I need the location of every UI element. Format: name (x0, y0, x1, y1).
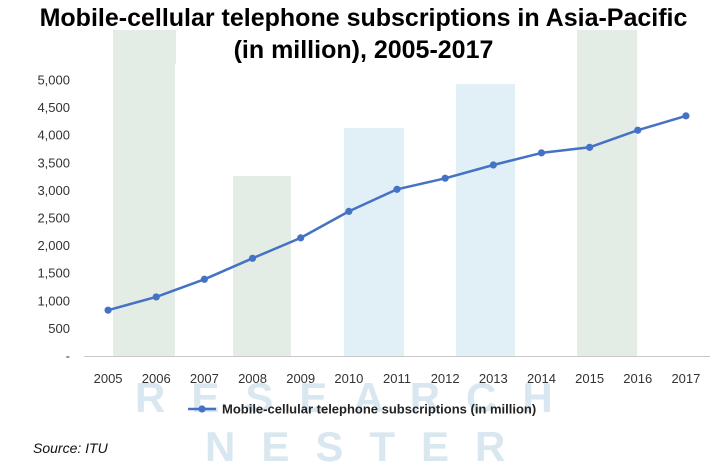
y-axis: - 500 1,000 1,500 2,000 2,500 3,000 3,500 4,000 4… (37, 73, 70, 364)
data-point (634, 126, 642, 134)
x-tick-label: 2012 (431, 371, 460, 386)
x-tick-label: 2007 (190, 371, 219, 386)
chart-title-line-1: Mobile-cellular telephone subscriptions … (39, 4, 688, 32)
x-tick-label: 2017 (671, 371, 700, 386)
y-tick-label: 3,500 (37, 155, 70, 170)
y-tick-label: 3,000 (37, 183, 70, 198)
watermark-text: NESTER (205, 423, 531, 468)
x-tick-label: 2009 (286, 371, 315, 386)
x-tick-label: 2005 (94, 371, 123, 386)
y-tick-label: 500 (48, 321, 70, 336)
y-tick-label: 2,500 (37, 211, 70, 226)
x-axis: 2005 2006 2007 2008 2009 2010 2011 2012 2013 2014… (94, 371, 701, 386)
watermark-block (233, 176, 291, 356)
data-point (297, 234, 305, 242)
data-point (393, 185, 401, 193)
data-point (586, 143, 594, 151)
y-tick-label: - (66, 349, 70, 364)
y-tick-label: 1,000 (37, 293, 70, 308)
data-point (104, 306, 112, 314)
legend-marker (198, 405, 206, 413)
x-tick-label: 2008 (238, 371, 267, 386)
y-tick-label: 5,000 (37, 73, 70, 88)
data-point (345, 207, 353, 215)
y-tick-label: 4,000 (37, 128, 70, 143)
source-note: Source: ITU (33, 440, 108, 456)
data-point (489, 161, 497, 169)
x-tick-label: 2013 (479, 371, 508, 386)
chart-title: Mobile-cellular telephone subscriptions … (0, 2, 727, 66)
watermark-block (113, 30, 176, 356)
watermark-block (344, 128, 404, 356)
data-point (682, 112, 690, 120)
watermark-block (456, 84, 515, 356)
chart-title-line-2: (in million), 2005-2017 (233, 36, 494, 64)
data-point (248, 254, 257, 262)
y-tick-label: 2,000 (37, 238, 70, 253)
x-tick-label: 2011 (383, 371, 411, 386)
watermark-text: RESEARCH (135, 374, 579, 421)
data-point (537, 149, 546, 157)
x-tick-label: 2016 (623, 371, 652, 386)
x-tick-label: 2014 (527, 371, 556, 386)
watermark-block (577, 30, 637, 356)
data-point (152, 293, 160, 301)
legend: Mobile-cellular telephone subscriptions … (188, 402, 536, 417)
x-tick-label: 2006 (142, 371, 171, 386)
y-tick-label: 1,500 (37, 266, 70, 281)
x-tick-label: 2015 (575, 371, 604, 386)
data-point (441, 174, 449, 182)
x-tick-label: 2010 (334, 371, 363, 386)
y-tick-label: 4,500 (37, 100, 70, 115)
watermark: RESEARCH NESTER (113, 30, 637, 468)
plot-area (104, 112, 690, 314)
legend-label: Mobile-cellular telephone subscriptions … (222, 402, 536, 417)
data-point (200, 275, 208, 283)
